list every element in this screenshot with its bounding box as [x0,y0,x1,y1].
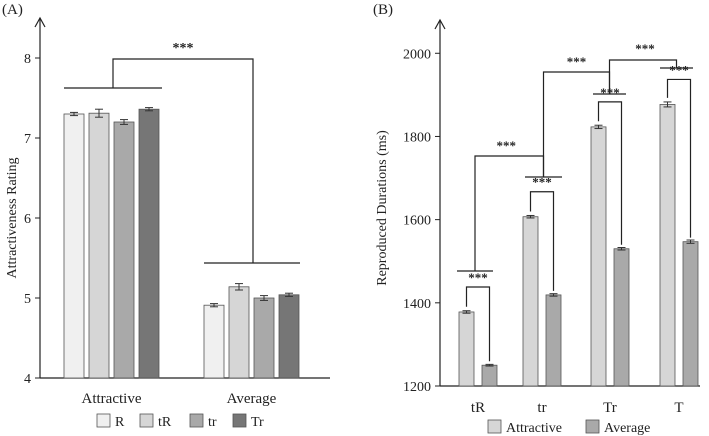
legend-swatch-attractive [487,419,502,434]
bar-tR-attractive [458,311,475,387]
bar-Tr-average [613,248,630,387]
bar-T-attractive [659,104,676,387]
panel-b-between-bracket-Tr-T [608,59,678,94]
panel-b-y-tick-label: 1400 [403,297,431,312]
panel-a-x-tick-label-attractive: Attractive [82,391,142,407]
panel-a-label: (A) [2,2,23,18]
bar-average-Tr [278,294,300,379]
bar-tR-average [481,364,498,387]
legend-swatch-tR [139,413,154,428]
legend-swatch-tr [189,413,204,428]
legend-label-Tr: Tr [251,415,264,430]
legend-label-attractive: Attractive [506,421,562,436]
panel-b-pair-significance-T: *** [669,62,689,77]
bar-average-R [203,304,225,379]
panel-b-between-significance-tr-Tr: *** [567,54,587,69]
panel-b-x-tick-label-tr: tr [537,400,546,416]
panel-a-y-tick-label: 4 [24,372,31,387]
bar-attractive-tr [113,121,135,379]
bar-average-tr [253,297,275,379]
panel-b-y-tick-label: 1600 [403,214,431,229]
panel-a-significance-bracket [112,58,254,263]
panel-a-x-tick-label-average: Average [227,391,277,407]
bar-tr-average [545,294,562,387]
bar-attractive-R [63,113,85,379]
panel-b-label: (B) [373,2,393,18]
panel-b-y-axis-label: Reproduced Durations (ms) [375,130,390,286]
panel-a-y-axis-arrow [34,16,46,28]
panel-b-pair-bracket-tr [529,191,555,291]
panel-b-between-significance-tR-tr: *** [497,138,517,153]
panel-a-y-tick-label: 8 [24,52,31,67]
bar-T-average [682,241,699,387]
panel-a-y-axis-label: Attractiveness Rating [5,158,20,279]
panel-b-y-axis-arrow [434,18,446,30]
panel-b-y-tick-label: 1800 [403,130,431,145]
legend-label-tR: tR [158,415,172,430]
panel-a-y-tick-label: 6 [24,212,31,227]
bar-attractive-tR [88,112,110,379]
panel-b-between-significance-Tr-T: *** [635,41,655,56]
panel-a-y-tick-label: 5 [24,292,31,307]
panel-a-significance-label: *** [173,41,194,56]
legend-label-R: R [115,415,125,430]
panel-a-y-tick-label: 7 [24,132,31,147]
panel-b-x-tick-label-Tr: Tr [603,400,617,416]
panel-b-pair-bracket-Tr [597,101,623,245]
panel-b-pair-significance-tr: *** [532,175,552,190]
legend-label-average: Average [604,421,650,436]
bar-attractive-Tr [138,108,160,379]
legend-label-tr: tr [208,415,217,430]
panel-b-pair-significance-tR: *** [468,270,488,285]
panel-b-y-tick-label: 2000 [403,47,431,62]
panel-b-pair-bracket-T [666,78,692,238]
bar-tr-attractive [522,216,539,387]
panel-b-y-tick-label: 1200 [403,380,431,395]
legend-swatch-Tr [232,413,247,428]
panel-b-pair-bracket-tR [465,286,491,362]
panel-b-x-tick-label-T: T [674,400,683,416]
panel-b-x-tick-label-tR: tR [471,400,485,416]
legend-swatch-R [96,413,111,428]
legend-swatch-average [585,419,600,434]
bar-Tr-attractive [590,126,607,387]
bar-average-tR [228,286,250,379]
